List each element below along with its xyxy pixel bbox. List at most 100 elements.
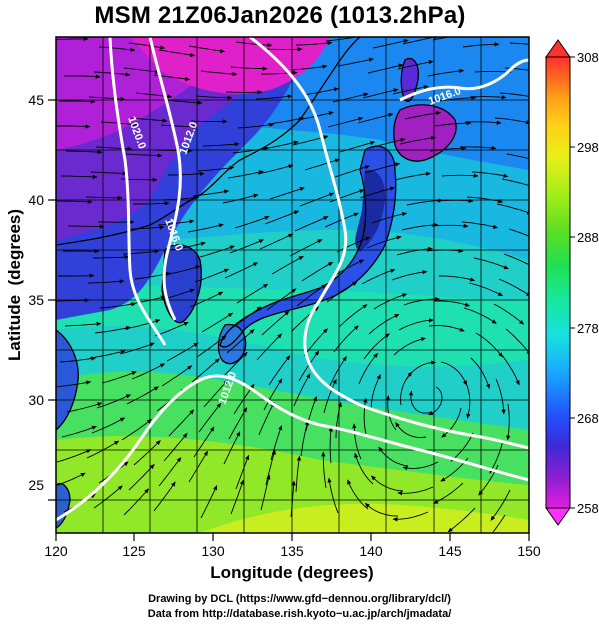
streamline — [162, 195, 200, 201]
streamline — [392, 511, 429, 522]
streamline — [329, 189, 365, 203]
streamline — [364, 162, 401, 174]
streamline — [369, 137, 406, 149]
colorbar-tick-label: 268 — [577, 411, 599, 426]
streamline — [352, 423, 362, 460]
streamline — [461, 221, 499, 229]
streamline — [126, 386, 159, 405]
streamline — [66, 402, 103, 413]
streamline — [261, 70, 298, 75]
streamline — [195, 95, 233, 100]
streamline — [196, 335, 227, 358]
streamline — [60, 174, 98, 180]
streamline — [408, 390, 432, 414]
streamline — [64, 321, 102, 327]
streamline — [431, 223, 469, 229]
streamline — [474, 69, 512, 75]
streamline — [429, 146, 467, 152]
streamline — [61, 425, 97, 438]
streamline — [95, 146, 133, 151]
streamline — [370, 374, 381, 410]
streamline — [333, 325, 359, 353]
colorbar: 308 298 288 278 268 258 — [545, 39, 599, 526]
streamline — [163, 432, 188, 462]
streamline — [229, 239, 264, 254]
streamline — [466, 196, 504, 204]
streamline — [440, 361, 468, 386]
streamline — [402, 461, 439, 471]
streamline — [499, 92, 529, 97]
streamline — [426, 248, 464, 253]
colorbar-max-arrow — [545, 39, 571, 58]
streamline — [339, 140, 376, 153]
streamline — [158, 49, 196, 58]
streamline — [289, 239, 323, 257]
streamline — [168, 409, 195, 437]
streamline — [63, 74, 101, 79]
streamline — [290, 64, 328, 71]
streamline — [199, 245, 235, 258]
streamline — [495, 378, 506, 415]
streamline — [323, 378, 337, 414]
streamline — [235, 41, 273, 48]
streamline — [129, 295, 166, 305]
streamline — [133, 201, 170, 206]
streamline — [321, 451, 327, 489]
drawing-credit: Drawing by DCL (https://www.gfd−dennou.o… — [148, 593, 451, 605]
streamline — [67, 224, 105, 229]
streamline — [490, 489, 511, 521]
streamline — [298, 350, 320, 382]
streamline — [91, 417, 126, 434]
streamline — [503, 253, 529, 266]
streamline — [203, 379, 229, 408]
map-title: MSM 21Z06Jan2026 (1013.2hPa) — [94, 2, 466, 29]
streamline — [396, 246, 433, 256]
streamline — [261, 310, 290, 336]
streamline — [262, 140, 299, 150]
streamline — [358, 352, 378, 385]
streamline — [231, 306, 262, 329]
wind-streamlines — [56, 37, 529, 533]
streamline — [59, 99, 96, 104]
colorbar-tick-label: 288 — [577, 230, 599, 245]
streamline — [198, 402, 222, 433]
streamline — [133, 440, 161, 466]
streamline — [192, 189, 230, 197]
streamline — [260, 474, 271, 511]
streamline — [202, 142, 240, 147]
streamline — [128, 42, 166, 50]
streamline — [459, 145, 497, 151]
streamline — [299, 192, 335, 207]
streamline — [90, 171, 128, 176]
data-source-credit: Data from http://database.rish.kyoto−u.a… — [147, 608, 452, 620]
streamline — [94, 325, 132, 334]
streamline — [168, 171, 205, 176]
streamline — [200, 485, 218, 519]
streamline — [295, 455, 302, 493]
streamline — [404, 111, 441, 120]
streamline — [164, 265, 201, 276]
streamline — [125, 153, 163, 158]
streamline — [264, 210, 300, 225]
streamline — [56, 124, 91, 129]
streamline — [439, 275, 476, 282]
streamline — [326, 281, 358, 303]
streamline — [304, 158, 340, 171]
streamline — [397, 486, 434, 496]
y-tick-label: 35 — [28, 292, 44, 308]
streamline — [441, 173, 479, 178]
streamline — [450, 432, 474, 462]
streamline — [398, 318, 434, 331]
streamline — [303, 328, 328, 357]
streamline — [56, 199, 93, 204]
streamline — [328, 356, 347, 389]
streamline — [433, 300, 471, 307]
streamline — [359, 186, 396, 199]
streamline — [234, 216, 270, 229]
streamline — [266, 288, 297, 311]
streamline — [392, 85, 429, 95]
streamline — [471, 171, 509, 178]
streamline — [506, 403, 511, 441]
streamline — [336, 236, 371, 253]
streamline — [501, 178, 529, 187]
